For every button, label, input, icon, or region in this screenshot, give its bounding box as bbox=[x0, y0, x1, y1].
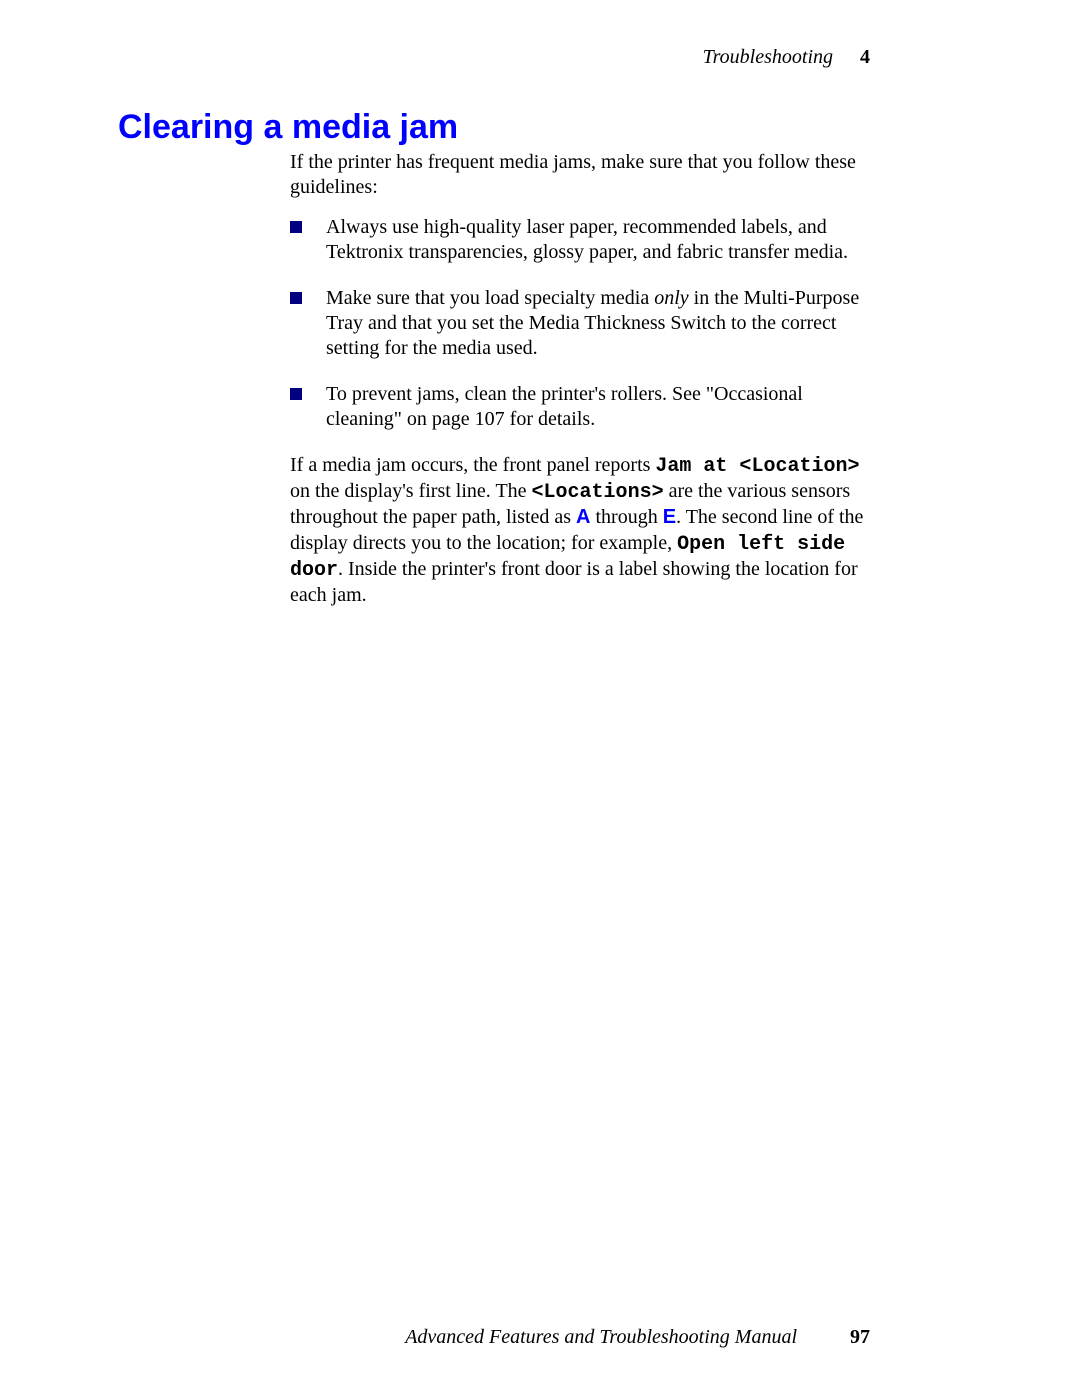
emphasis: only bbox=[654, 287, 688, 309]
list-item: Make sure that you load specialty media … bbox=[290, 286, 870, 362]
running-header: Troubleshooting 4 bbox=[703, 46, 870, 69]
mono-text: Jam at <Location> bbox=[655, 455, 859, 478]
list-item: To prevent jams, clean the printer's rol… bbox=[290, 382, 870, 433]
header-section: Troubleshooting bbox=[703, 46, 833, 68]
mono-text: <Locations> bbox=[532, 481, 664, 504]
page-title: Clearing a media jam bbox=[118, 108, 458, 147]
page-footer: Advanced Features and Troubleshooting Ma… bbox=[405, 1326, 870, 1349]
bullet-square-icon bbox=[290, 221, 302, 233]
location-letter: A bbox=[576, 506, 590, 528]
bullet-square-icon bbox=[290, 292, 302, 304]
document-page: Troubleshooting 4 Clearing a media jam I… bbox=[0, 0, 1080, 1397]
header-chapter-number: 4 bbox=[860, 46, 870, 68]
list-item-text: Make sure that you load specialty media bbox=[326, 287, 654, 309]
list-item-text: To prevent jams, clean the printer's rol… bbox=[326, 383, 803, 430]
body-content: If the printer has frequent media jams, … bbox=[290, 150, 870, 629]
list-item-text: Always use high-quality laser paper, rec… bbox=[326, 216, 848, 263]
guideline-list: Always use high-quality laser paper, rec… bbox=[290, 215, 870, 433]
footer-page-number: 97 bbox=[850, 1326, 870, 1348]
text-run: through bbox=[591, 506, 663, 528]
location-letter: E bbox=[663, 506, 676, 528]
text-run: on the display's first line. The bbox=[290, 480, 532, 502]
explanation-paragraph: If a media jam occurs, the front panel r… bbox=[290, 453, 870, 609]
text-run: . Inside the printer's front door is a l… bbox=[290, 558, 858, 606]
bullet-square-icon bbox=[290, 388, 302, 400]
intro-paragraph: If the printer has frequent media jams, … bbox=[290, 150, 870, 201]
footer-manual-title: Advanced Features and Troubleshooting Ma… bbox=[405, 1326, 797, 1348]
text-run: If a media jam occurs, the front panel r… bbox=[290, 454, 655, 476]
list-item: Always use high-quality laser paper, rec… bbox=[290, 215, 870, 266]
